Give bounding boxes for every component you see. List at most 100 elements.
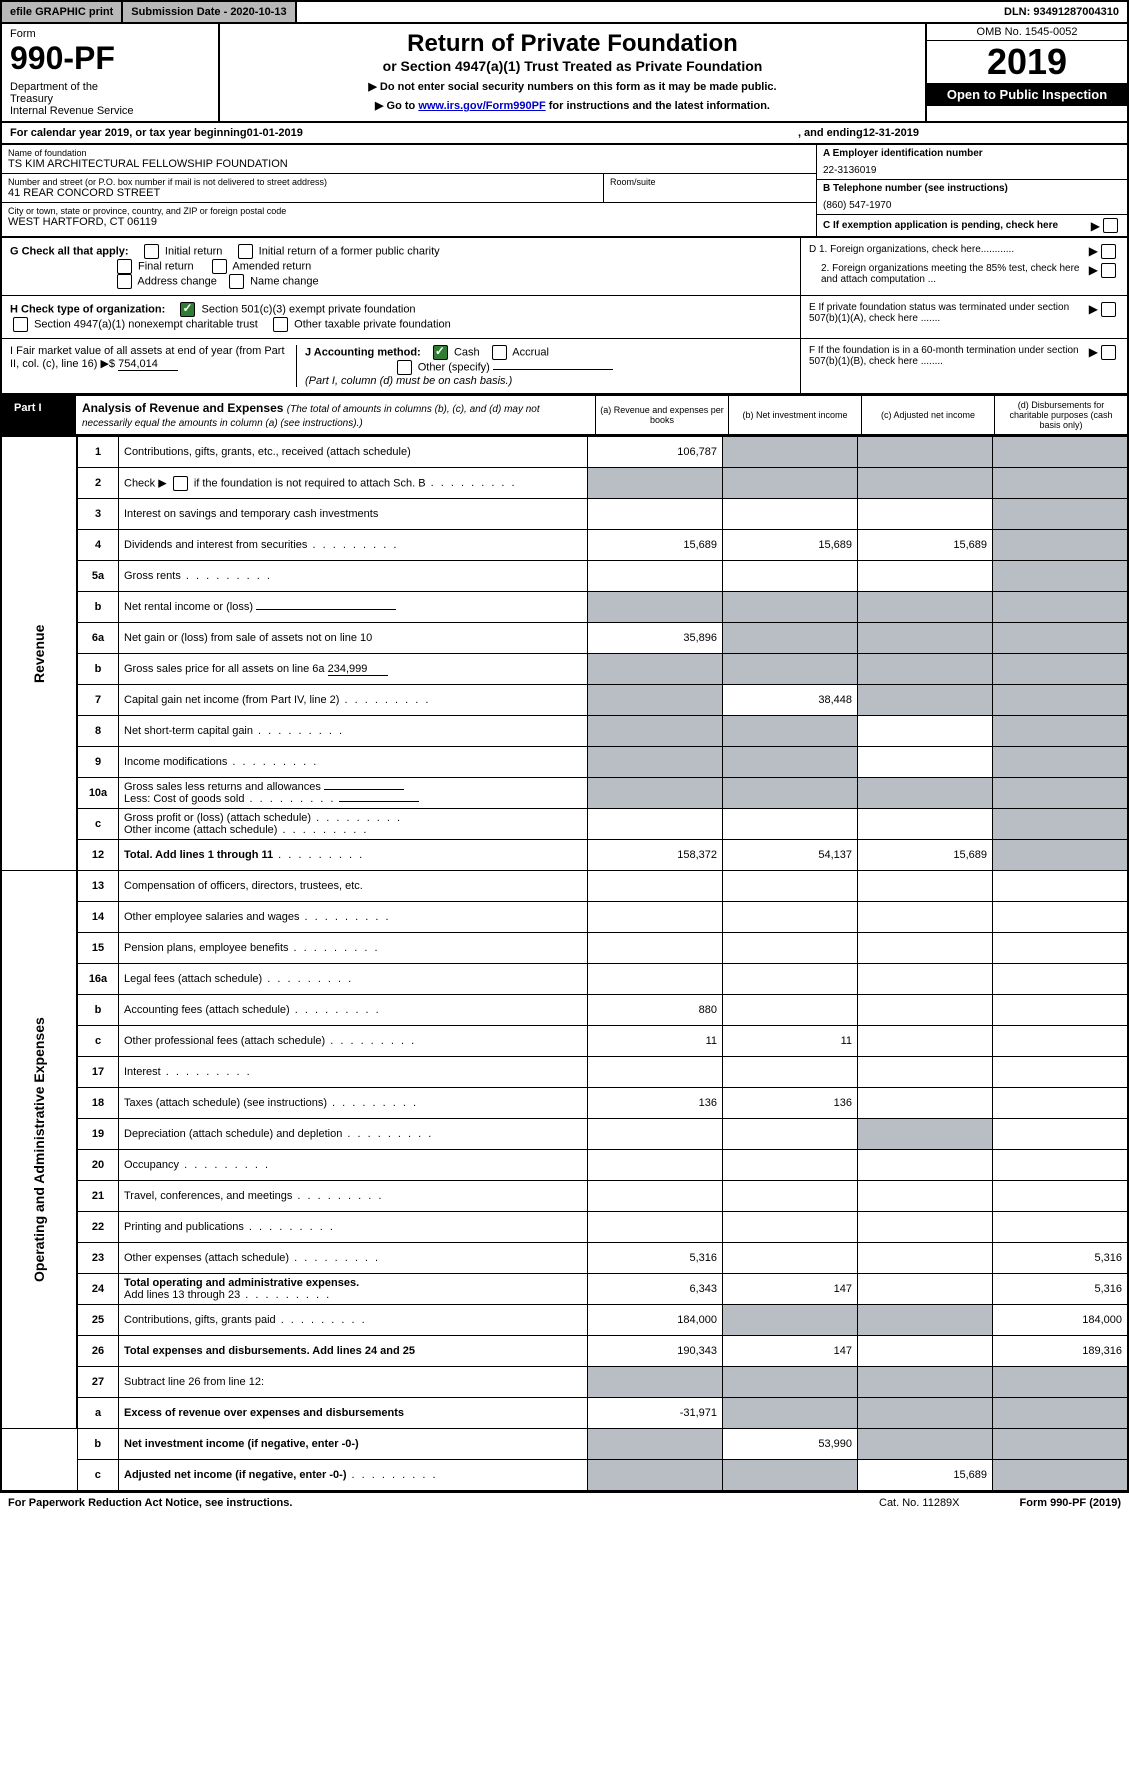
amt-d <box>993 437 1129 468</box>
d2-checkbox[interactable] <box>1101 263 1116 278</box>
e-checkbox[interactable] <box>1101 302 1116 317</box>
h-501c3-chk[interactable] <box>180 302 195 317</box>
table-row: 3 Interest on savings and temporary cash… <box>1 499 1128 530</box>
j-cash-chk[interactable] <box>433 345 448 360</box>
g-name-change-chk[interactable] <box>229 274 244 289</box>
c-label: C If exemption application is pending, c… <box>823 220 1091 231</box>
table-row: cAdjusted net income (if negative, enter… <box>1 1460 1128 1492</box>
d1-label: D 1. Foreign organizations, check here..… <box>809 244 1089 259</box>
part1-label: Part I <box>2 396 76 434</box>
part1-header: Part I Analysis of Revenue and Expenses … <box>0 395 1129 436</box>
i-box: I Fair market value of all assets at end… <box>10 345 297 387</box>
paperwork-notice: For Paperwork Reduction Act Notice, see … <box>8 1497 879 1509</box>
j-accrual-chk[interactable] <box>492 345 507 360</box>
table-row: 2 Check ▶ if the foundation is not requi… <box>1 468 1128 499</box>
foundation-name: TS KIM ARCHITECTURAL FELLOWSHIP FOUNDATI… <box>8 158 810 170</box>
table-row: 6a Net gain or (loss) from sale of asset… <box>1 623 1128 654</box>
h-section: H Check type of organization: Section 50… <box>0 296 1129 339</box>
col-d-head: (d) Disbursements for charitable purpose… <box>994 396 1127 434</box>
calendar-year-row: For calendar year 2019, or tax year begi… <box>0 123 1129 145</box>
j-other-line <box>493 369 613 370</box>
table-row: 27Subtract line 26 from line 12: <box>1 1367 1128 1398</box>
header-bar: efile GRAPHIC print Submission Date - 20… <box>0 0 1129 24</box>
address: 41 REAR CONCORD STREET <box>8 187 597 199</box>
table-row: 12 Total. Add lines 1 through 11 158,372… <box>1 840 1128 871</box>
h-o3: Other taxable private foundation <box>294 318 451 330</box>
j-o3: Other (specify) <box>418 361 490 373</box>
g-initial-former-chk[interactable] <box>238 244 253 259</box>
table-row: 15Pension plans, employee benefits <box>1 933 1128 964</box>
h-left: H Check type of organization: Section 50… <box>2 296 800 338</box>
g-o6: Name change <box>250 275 319 287</box>
h-label: H Check type of organization: <box>10 303 165 315</box>
arrow-icon: ▶ <box>1089 302 1098 324</box>
table-row: 25Contributions, gifts, grants paid184,0… <box>1 1305 1128 1336</box>
name-cell: Name of foundation TS KIM ARCHITECTURAL … <box>2 145 816 174</box>
form-number: 990-PF <box>10 40 210 77</box>
j-note: (Part I, column (d) must be on cash basi… <box>305 375 512 387</box>
table-row: 22Printing and publications <box>1 1212 1128 1243</box>
g-amended-chk[interactable] <box>212 259 227 274</box>
form-id-box: Form 990-PF Department of theTreasuryInt… <box>2 24 220 121</box>
table-row: b Net rental income or (loss) <box>1 592 1128 623</box>
lines-table: Revenue 1 Contributions, gifts, grants, … <box>0 436 1129 1492</box>
table-row: bNet investment income (if negative, ent… <box>1 1429 1128 1460</box>
line-desc: Check ▶ if the foundation is not require… <box>119 468 588 499</box>
d1-checkbox[interactable] <box>1101 244 1116 259</box>
tax-year: 2019 <box>927 41 1127 83</box>
form-title-block: Form 990-PF Department of theTreasuryInt… <box>0 24 1129 123</box>
cal-mid: , and ending <box>798 127 863 139</box>
open-to-public: Open to Public Inspection <box>927 83 1127 106</box>
g-left: G Check all that apply: Initial return I… <box>2 238 800 295</box>
g-address-change-chk[interactable] <box>117 274 132 289</box>
table-row: 9 Income modifications <box>1 747 1128 778</box>
name-label: Name of foundation <box>8 148 810 158</box>
h-other-taxable-chk[interactable] <box>273 317 288 332</box>
g-initial-return-chk[interactable] <box>144 244 159 259</box>
dln: DLN: 93491287004310 <box>996 2 1127 22</box>
info-left: Name of foundation TS KIM ARCHITECTURAL … <box>2 145 816 236</box>
table-row: bAccounting fees (attach schedule)880 <box>1 995 1128 1026</box>
irs-link[interactable]: www.irs.gov/Form990PF <box>418 100 545 112</box>
l2-checkbox[interactable] <box>173 476 188 491</box>
table-row: c Gross profit or (loss) (attach schedul… <box>1 809 1128 840</box>
line-desc: Contributions, gifts, grants, etc., rece… <box>119 437 588 468</box>
col-a-head: (a) Revenue and expenses per books <box>595 396 728 434</box>
cal-end: 12-31-2019 <box>863 127 919 139</box>
j-label: J Accounting method: <box>305 346 421 358</box>
g-final-return-chk[interactable] <box>117 259 132 274</box>
ij-section: I Fair market value of all assets at end… <box>0 339 1129 395</box>
form-code: Form 990-PF (2019) <box>1020 1497 1121 1509</box>
phone-cell: B Telephone number (see instructions) (8… <box>817 180 1127 215</box>
arrow-icon: ▶ <box>1089 263 1098 285</box>
ein-label: A Employer identification number <box>823 148 1121 159</box>
h-4947-chk[interactable] <box>13 317 28 332</box>
form-title: Return of Private Foundation <box>228 30 917 58</box>
instruction-1: ▶ Do not enter social security numbers o… <box>228 80 917 93</box>
c-checkbox[interactable] <box>1103 218 1118 233</box>
amt-b <box>723 437 858 468</box>
g-o5: Address change <box>137 275 217 287</box>
table-row: b Gross sales price for all assets on li… <box>1 654 1128 685</box>
addr-cell: Number and street (or P.O. box number if… <box>2 174 603 203</box>
page-footer: For Paperwork Reduction Act Notice, see … <box>0 1492 1129 1513</box>
j-other-chk[interactable] <box>397 360 412 375</box>
table-row: 21Travel, conferences, and meetings <box>1 1181 1128 1212</box>
cal-begin: 01-01-2019 <box>247 127 303 139</box>
col-c-head: (c) Adjusted net income <box>861 396 994 434</box>
g-section: G Check all that apply: Initial return I… <box>0 238 1129 296</box>
table-row: 23Other expenses (attach schedule)5,3165… <box>1 1243 1128 1274</box>
ein-cell: A Employer identification number 22-3136… <box>817 145 1127 180</box>
g-o2: Initial return of a former public charit… <box>259 245 440 257</box>
d-section: D 1. Foreign organizations, check here..… <box>800 238 1127 295</box>
amt-a: 106,787 <box>588 437 723 468</box>
part1-title: Analysis of Revenue and Expenses (The to… <box>82 401 589 429</box>
table-row: 16aLegal fees (attach schedule) <box>1 964 1128 995</box>
department: Department of theTreasuryInternal Revenu… <box>10 81 210 117</box>
arrow-icon: ▶ <box>1091 219 1100 233</box>
part1-desc: Analysis of Revenue and Expenses (The to… <box>76 396 595 434</box>
f-checkbox[interactable] <box>1101 345 1116 360</box>
c-cell: C If exemption application is pending, c… <box>817 215 1127 236</box>
omb-number: OMB No. 1545-0052 <box>927 24 1127 41</box>
f-label: F If the foundation is in a 60-month ter… <box>809 345 1089 367</box>
